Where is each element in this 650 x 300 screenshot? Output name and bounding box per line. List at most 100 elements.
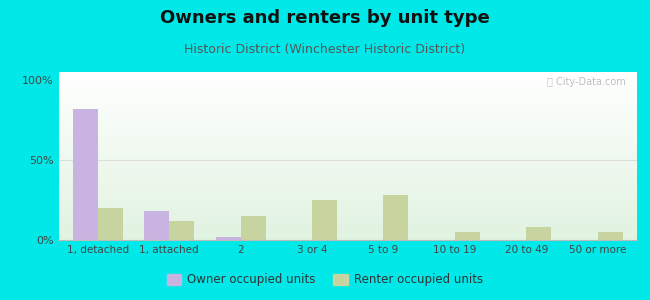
Bar — [58, 210, 637, 211]
Bar — [58, 83, 637, 84]
Bar — [58, 125, 637, 126]
Bar — [58, 178, 637, 179]
Bar — [58, 191, 637, 192]
Bar — [58, 144, 637, 145]
Bar — [58, 173, 637, 174]
Bar — [58, 130, 637, 131]
Bar — [58, 104, 637, 105]
Bar — [58, 95, 637, 96]
Bar — [58, 155, 637, 156]
Bar — [58, 234, 637, 235]
Bar — [58, 220, 637, 221]
Bar — [58, 120, 637, 121]
Bar — [58, 165, 637, 166]
Bar — [58, 150, 637, 151]
Bar — [58, 153, 637, 154]
Bar — [58, 115, 637, 116]
Bar — [58, 215, 637, 216]
Bar — [58, 198, 637, 199]
Bar — [455, 232, 480, 240]
Bar — [58, 128, 637, 129]
Bar — [58, 228, 637, 229]
Bar — [58, 134, 637, 135]
Text: Historic District (Winchester Historic District): Historic District (Winchester Historic D… — [185, 44, 465, 56]
Bar — [58, 195, 637, 196]
Bar — [58, 151, 637, 152]
Bar — [58, 76, 637, 77]
Bar — [58, 197, 637, 198]
Bar — [58, 190, 637, 191]
Bar — [58, 131, 637, 132]
Bar — [58, 137, 637, 138]
Bar — [58, 133, 637, 134]
Bar — [58, 225, 637, 226]
Bar — [58, 89, 637, 90]
Bar — [58, 189, 637, 190]
Bar — [58, 174, 637, 175]
Bar — [58, 159, 637, 160]
Bar — [58, 182, 637, 183]
Bar — [58, 163, 637, 164]
Bar — [58, 158, 637, 159]
Bar — [58, 154, 637, 155]
Bar — [58, 194, 637, 195]
Bar — [58, 127, 637, 128]
Bar — [58, 205, 637, 206]
Bar — [58, 169, 637, 170]
Bar — [58, 78, 637, 79]
Bar — [598, 232, 623, 240]
Bar — [58, 146, 637, 147]
Bar — [312, 200, 337, 240]
Bar — [58, 126, 637, 127]
Bar — [58, 101, 637, 102]
Bar — [58, 136, 637, 137]
Bar — [58, 138, 637, 139]
Bar — [58, 230, 637, 231]
Bar — [58, 179, 637, 180]
Bar — [58, 81, 637, 82]
Bar — [58, 167, 637, 168]
Bar — [58, 88, 637, 89]
Bar — [58, 192, 637, 193]
Bar — [144, 211, 169, 240]
Bar — [58, 199, 637, 200]
Bar — [58, 202, 637, 203]
Text: Ⓜ City-Data.com: Ⓜ City-Data.com — [547, 77, 625, 87]
Bar — [58, 236, 637, 237]
Bar — [58, 98, 637, 99]
Bar — [58, 105, 637, 106]
Bar — [58, 102, 637, 103]
Bar — [58, 117, 637, 118]
Bar — [58, 87, 637, 88]
Bar — [58, 107, 637, 108]
Bar — [58, 171, 637, 172]
Bar — [58, 156, 637, 157]
Bar — [58, 114, 637, 115]
Bar — [58, 106, 637, 107]
Bar — [58, 226, 637, 227]
Bar — [526, 227, 551, 240]
Bar — [58, 196, 637, 197]
Bar — [58, 161, 637, 162]
Bar — [58, 212, 637, 213]
Bar — [58, 235, 637, 236]
Bar — [58, 99, 637, 100]
Bar — [98, 208, 123, 240]
Bar — [58, 170, 637, 171]
Bar — [58, 166, 637, 167]
Bar — [58, 213, 637, 214]
Bar — [58, 143, 637, 144]
Bar — [58, 204, 637, 205]
Bar — [58, 148, 637, 149]
Bar — [58, 92, 637, 93]
Bar — [58, 239, 637, 240]
Bar — [58, 121, 637, 122]
Bar — [58, 223, 637, 224]
Bar — [58, 149, 637, 150]
Bar — [384, 195, 408, 240]
Bar — [58, 96, 637, 97]
Bar — [58, 135, 637, 136]
Bar — [58, 85, 637, 86]
Bar — [58, 222, 637, 223]
Bar — [58, 214, 637, 215]
